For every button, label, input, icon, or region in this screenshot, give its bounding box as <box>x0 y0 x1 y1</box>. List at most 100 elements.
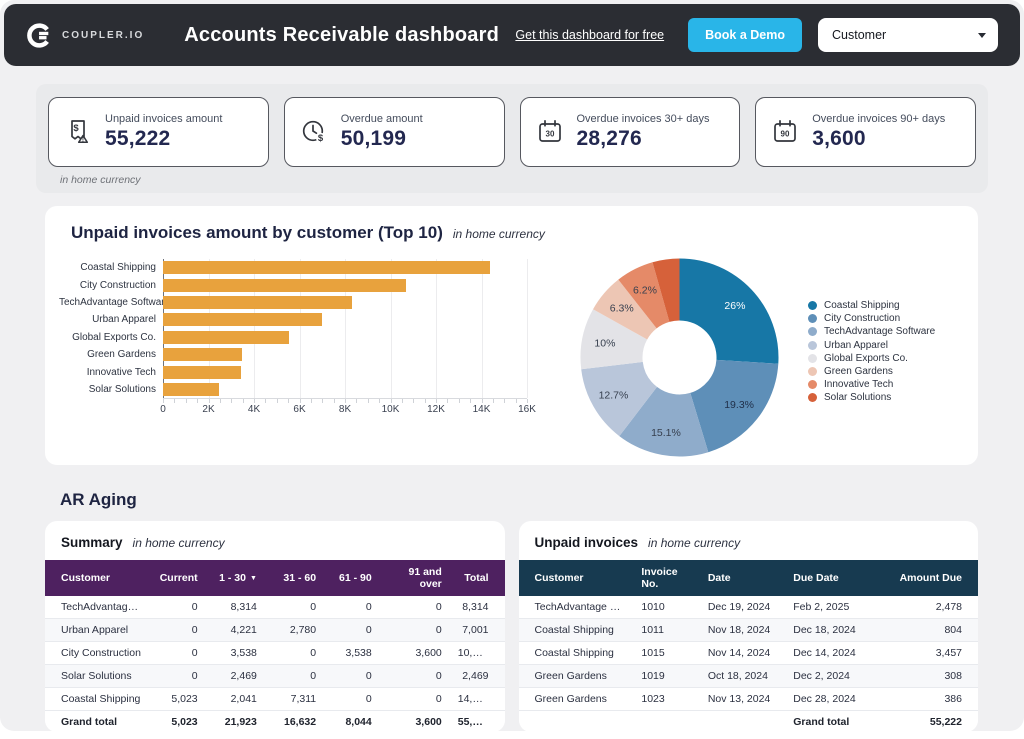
bar-city-construction[interactable] <box>163 279 406 292</box>
table-cell: Dec 18, 2024 <box>785 619 886 642</box>
legend-label: TechAdvantage Software <box>824 326 935 337</box>
table-cell: 16,632 <box>265 711 324 733</box>
bar-row: Green Gardens <box>59 346 537 363</box>
x-axis-tick-label: 12K <box>427 404 445 415</box>
table-cell: 10,676 <box>450 642 505 665</box>
customer-filter-value: Customer <box>832 28 886 42</box>
coupler-logo[interactable]: COUPLER.IO <box>26 22 144 49</box>
calendar-30-icon: 30 <box>535 117 565 147</box>
unpaid-invoices-table-card: Unpaid invoices in home currency Custome… <box>519 521 979 732</box>
table-cell: Dec 28, 2024 <box>785 688 886 711</box>
legend-item-techadvantage-software[interactable]: TechAdvantage Software <box>808 325 935 338</box>
column-header-91-and-over[interactable]: 91 and over <box>380 560 450 596</box>
table-cell: 0 <box>265 642 324 665</box>
kpi-value: 3,600 <box>812 127 945 151</box>
donut-chart: 26%19.3%15.1%12.7%10%6.3%6.2% <box>577 255 782 460</box>
table-cell: 1011 <box>633 619 699 642</box>
bar-row: TechAdvantage Software <box>59 294 537 311</box>
table-cell: 0 <box>150 596 206 619</box>
column-header-date[interactable]: Date <box>700 560 785 596</box>
kpi-currency-caption: in home currency <box>60 174 976 186</box>
bar-innovative-tech[interactable] <box>163 366 241 379</box>
svg-text:!: ! <box>82 136 84 143</box>
bar-track <box>163 329 527 346</box>
table-cell: 0 <box>150 665 206 688</box>
table-cell: 8,314 <box>450 596 505 619</box>
bar-green-gardens[interactable] <box>163 348 242 361</box>
table-cell: Coastal Shipping <box>519 642 634 665</box>
column-header-amount-due[interactable]: Amount Due <box>886 560 978 596</box>
kpi-value: 55,222 <box>105 127 222 151</box>
column-header-invoice-no[interactable]: Invoice No. <box>633 560 699 596</box>
legend-item-solar-solutions[interactable]: Solar Solutions <box>808 391 935 404</box>
kpi-label: Overdue invoices 90+ days <box>812 113 945 125</box>
get-dashboard-link[interactable]: Get this dashboard for free <box>515 28 664 42</box>
x-axis-tick-label: 6K <box>293 404 305 415</box>
bar-coastal-shipping[interactable] <box>163 261 490 274</box>
donut-slice-label: 19.3% <box>724 399 754 411</box>
section-heading-ar-aging: AR Aging <box>60 490 1024 510</box>
column-header-customer[interactable]: Customer <box>519 560 634 596</box>
summary-table-subtitle: in home currency <box>133 536 225 550</box>
table-row: Coastal Shipping1011Nov 18, 2024Dec 18, … <box>519 619 979 642</box>
unpaid-table-title: Unpaid invoices <box>535 535 639 550</box>
kpi-card-unpaid-invoices: $ ! Unpaid invoices amount 55,222 <box>48 97 269 167</box>
table-cell: 2,469 <box>450 665 505 688</box>
legend-item-green-gardens[interactable]: Green Gardens <box>808 365 935 378</box>
bar-category-label: Green Gardens <box>59 349 163 360</box>
bar-category-label: Coastal Shipping <box>59 262 163 273</box>
customer-filter-dropdown[interactable]: Customer <box>818 18 998 52</box>
bar-urban-apparel[interactable] <box>163 313 322 326</box>
column-header-total[interactable]: Total <box>450 560 505 596</box>
bar-category-label: Solar Solutions <box>59 384 163 395</box>
bar-track <box>163 381 527 398</box>
column-header-current[interactable]: Current <box>150 560 206 596</box>
kpi-card-overdue-30-days: 30 Overdue invoices 30+ days 28,276 <box>520 97 741 167</box>
table-cell: Urban Apparel <box>45 619 150 642</box>
column-header-31-60[interactable]: 31 - 60 <box>265 560 324 596</box>
table-cell: 0 <box>150 619 206 642</box>
column-header-61-90[interactable]: 61 - 90 <box>324 560 380 596</box>
column-header-due-date[interactable]: Due Date <box>785 560 886 596</box>
legend-item-global-exports-co[interactable]: Global Exports Co. <box>808 352 935 365</box>
bar-track <box>163 363 527 380</box>
bar-row: Solar Solutions <box>59 381 537 398</box>
legend-item-urban-apparel[interactable]: Urban Apparel <box>808 339 935 352</box>
legend-dot-icon <box>808 341 817 350</box>
table-cell: 0 <box>265 665 324 688</box>
legend-dot-icon <box>808 380 817 389</box>
bar-solar-solutions[interactable] <box>163 383 219 396</box>
table-row: Urban Apparel04,2212,780007,001 <box>45 619 505 642</box>
table-cell: 1019 <box>633 665 699 688</box>
table-row: Coastal Shipping1015Nov 14, 2024Dec 14, … <box>519 642 979 665</box>
bar-category-label: Urban Apparel <box>59 314 163 325</box>
summary-table: CustomerCurrent1 - 30▼31 - 6061 - 9091 a… <box>45 560 505 732</box>
book-demo-button[interactable]: Book a Demo <box>688 18 802 52</box>
table-cell: 1015 <box>633 642 699 665</box>
column-header-1-30[interactable]: 1 - 30▼ <box>206 560 265 596</box>
bar-chart: Coastal ShippingCity ConstructionTechAdv… <box>59 259 537 460</box>
bar-techadvantage-software[interactable] <box>163 296 352 309</box>
kpi-value: 28,276 <box>577 127 710 151</box>
calendar-90-icon: 90 <box>770 117 800 147</box>
svg-text:$: $ <box>318 133 324 144</box>
legend-label: Green Gardens <box>824 366 893 377</box>
donut-slice-label: 26% <box>724 300 745 312</box>
table-cell: 3,538 <box>324 642 380 665</box>
grand-total-row: Grand total55,222 <box>519 711 979 733</box>
legend-item-city-construction[interactable]: City Construction <box>808 312 935 325</box>
bar-global-exports-co[interactable] <box>163 331 289 344</box>
x-axis-tick-label: 0 <box>160 404 166 415</box>
table-row: Green Gardens1023Nov 13, 2024Dec 28, 202… <box>519 688 979 711</box>
bar-category-label: Innovative Tech <box>59 367 163 378</box>
legend-dot-icon <box>808 327 817 336</box>
table-cell: Coastal Shipping <box>519 619 634 642</box>
legend-item-innovative-tech[interactable]: Innovative Tech <box>808 378 935 391</box>
legend-item-coastal-shipping[interactable]: Coastal Shipping <box>808 299 935 312</box>
brand-name: COUPLER.IO <box>62 30 144 41</box>
bar-track <box>163 259 527 276</box>
bar-track <box>163 294 527 311</box>
chart-title: Unpaid invoices amount by customer (Top … <box>71 223 443 243</box>
table-cell: 2,478 <box>886 596 978 619</box>
column-header-customer[interactable]: Customer <box>45 560 150 596</box>
